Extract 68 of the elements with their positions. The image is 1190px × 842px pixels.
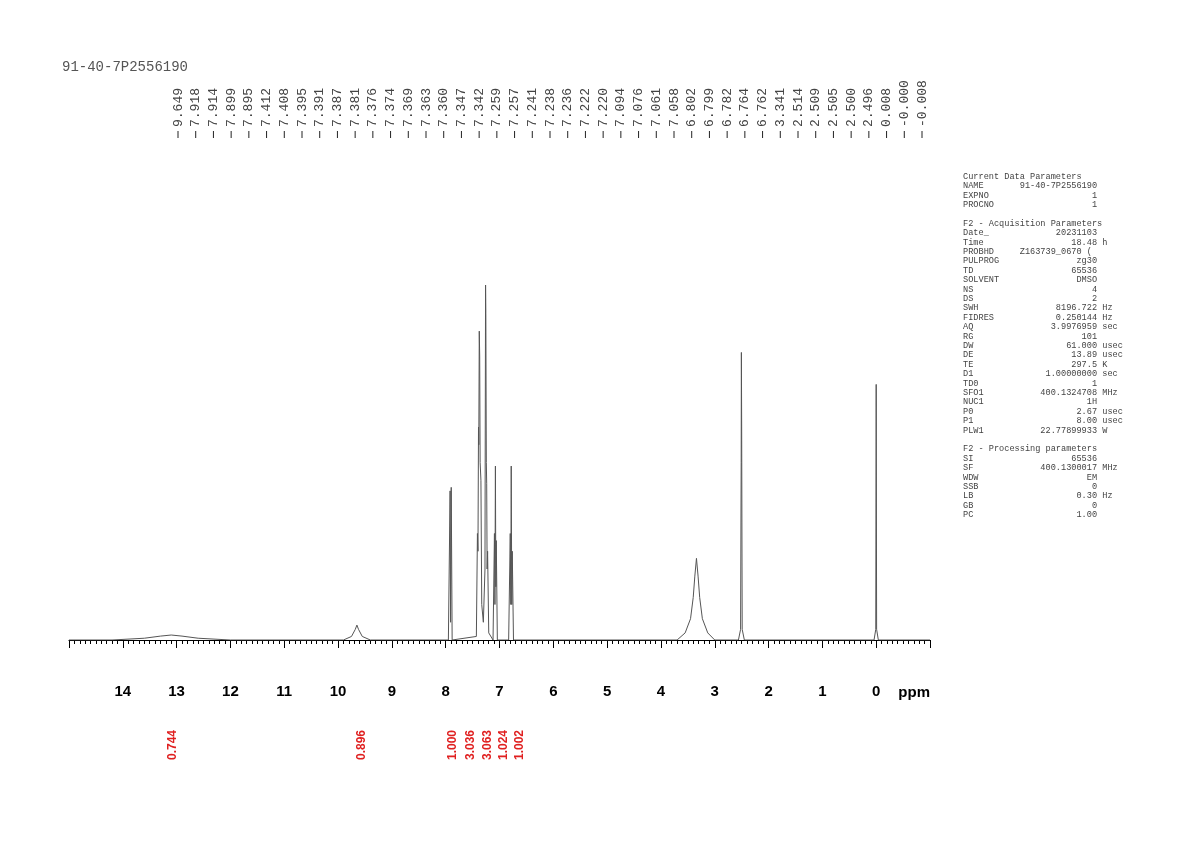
text: 0.008 bbox=[879, 87, 895, 127]
text: 6.762 bbox=[755, 87, 771, 127]
text: 7.408 bbox=[276, 87, 292, 127]
text: 7.238 bbox=[542, 87, 558, 127]
x-tick-label: 1 bbox=[818, 682, 827, 699]
text: 7.914 bbox=[205, 87, 221, 127]
text: 7.360 bbox=[436, 87, 452, 127]
x-tick-label: 9 bbox=[387, 682, 397, 699]
text: 6.764 bbox=[737, 87, 753, 127]
text: 7.387 bbox=[329, 87, 345, 127]
text: 6.799 bbox=[701, 87, 717, 127]
x-tick-label: 6 bbox=[549, 682, 558, 699]
x-tick-label: 0 bbox=[872, 682, 881, 699]
text: 1.000 bbox=[445, 729, 459, 760]
text: 7.257 bbox=[507, 87, 523, 127]
text: 7.376 bbox=[365, 87, 381, 127]
text: 3.341 bbox=[772, 87, 788, 127]
text: 7.363 bbox=[418, 87, 434, 127]
text: 7.236 bbox=[560, 87, 576, 127]
x-tick-label: 14 bbox=[114, 682, 132, 699]
text: 6.782 bbox=[719, 87, 735, 127]
text: 7.222 bbox=[577, 87, 593, 127]
text: 3.063 bbox=[480, 729, 494, 760]
text: 7.412 bbox=[259, 87, 275, 127]
x-tick-label: 4 bbox=[656, 682, 666, 699]
text: 7.061 bbox=[648, 87, 664, 127]
x-tick-label: 12 bbox=[222, 682, 239, 699]
text: 6.802 bbox=[684, 87, 700, 127]
text: 7.899 bbox=[223, 87, 239, 127]
text: 2.496 bbox=[861, 87, 877, 127]
text: Current Data Parameters NAME 91-40-7P2556190 EXPNO 1 PROCNO 1 F2 - Acquisition Parameters Date_ 20231103 Time 18.48 h PROBHD Z163739_0670 ( PULPROG zg30 TD 65536 SOLVENT DMSO NS 4 DS 2 SWH 8196.722 Hz FIDRES 0.250144 Hz AQ 3.9976959 sec RG 101 DW 61.000 usec DE 13.89 usec TE 297.5 K D1 1.00000000 sec TD0 1 SFO1 400.1324708 MHz NUC1 1H P0 2.67 usec P1 8.00 usec PLW1 22.77899933 W F2 - Processing parameters SI 65536 SF 400.1300017 MHz WDW EM SSB 0 LB 0.30 Hz GB 0 PC 1.00 bbox=[963, 171, 1123, 521]
text: 2.500 bbox=[843, 87, 859, 127]
text: 7.374 bbox=[383, 87, 399, 127]
text: 7.895 bbox=[241, 87, 257, 127]
text: 7.241 bbox=[524, 87, 540, 127]
x-tick-label: 3 bbox=[710, 682, 719, 699]
text: 7.391 bbox=[312, 87, 328, 127]
text: 7.918 bbox=[188, 87, 204, 127]
x-tick-label: 13 bbox=[168, 682, 185, 699]
text: 7.369 bbox=[400, 87, 416, 127]
text: 9.649 bbox=[170, 87, 186, 127]
text: 2.514 bbox=[790, 87, 806, 127]
text: 7.381 bbox=[347, 87, 363, 127]
text: -0.008 bbox=[914, 80, 930, 127]
chart-title: 91-40-7P2556190 bbox=[62, 59, 189, 75]
x-tick-label: 10 bbox=[329, 682, 347, 699]
text: 7.259 bbox=[489, 87, 505, 127]
x-tick-label: 7 bbox=[495, 682, 504, 699]
x-axis-title: ppm bbox=[898, 683, 930, 700]
text: 3.036 bbox=[463, 729, 477, 760]
text: 7.094 bbox=[613, 87, 629, 127]
text: 7.058 bbox=[666, 87, 682, 127]
text: 7.076 bbox=[631, 87, 647, 127]
x-tick-label: 8 bbox=[441, 682, 450, 699]
text: 7.395 bbox=[294, 87, 310, 127]
x-tick-label: 5 bbox=[602, 682, 612, 699]
text: 1.002 bbox=[512, 729, 526, 760]
x-tick-label: 2 bbox=[764, 682, 773, 699]
text: 2.509 bbox=[808, 87, 824, 127]
text: 7.220 bbox=[595, 87, 611, 127]
text: 2.505 bbox=[825, 87, 841, 127]
text: 7.347 bbox=[453, 87, 469, 127]
text: 0.896 bbox=[354, 729, 368, 760]
text: 0.744 bbox=[165, 729, 179, 760]
text: -0.000 bbox=[896, 80, 912, 127]
x-tick-label: 11 bbox=[276, 682, 293, 699]
text: 1.024 bbox=[496, 729, 510, 760]
text: 7.342 bbox=[471, 87, 487, 127]
